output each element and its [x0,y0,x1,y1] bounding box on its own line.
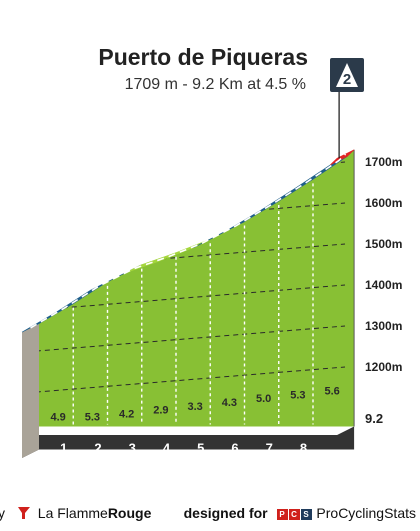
elevation-tick-label: 1700m [365,155,402,169]
km-marker: 4 [163,440,171,455]
gradient-label: 2.9 [153,405,168,417]
summit-marker: 2 [330,58,364,159]
elevation-gridline [39,325,346,355]
chart-labels: 1200m 1300m 1400m 1500m 1600m 1700m 4.9 5.3 4.2 2… [50,155,402,455]
flamme-rouge-flag-icon [17,507,30,519]
elevation-tick-label: 1500m [365,237,402,251]
km-marker: 6 [231,440,238,455]
gradient-strip-layer [21,149,355,333]
category-badge-number: 2 [343,71,351,88]
designed-for-text: designed for [183,505,268,521]
climb-stats: 1709 m - 9.2 Km at 4.5 % [124,76,306,93]
gradient-label: 3.3 [187,401,202,413]
by-text: y [0,505,5,521]
pcs-logo-s: S [300,509,312,520]
slope-face-layer [39,149,355,427]
pcs-logo-p: P [276,509,288,520]
km-marker: 5 [197,440,204,455]
gradient-label: 4.3 [222,397,237,409]
ground-band [22,426,355,458]
km-marker: 1 [60,440,67,455]
la-flamme-rouge-credit: y La FlammeRouge [0,505,151,521]
km-marker: 8 [300,440,307,455]
slope-face [39,149,355,427]
gradient-label: 5.6 [324,386,339,398]
climb-title: Puerto de Piqueras [98,44,308,70]
pcs-name: ProCyclingStats [316,505,416,521]
gradient-strip-segment [330,149,355,166]
gradient-label: 5.3 [290,389,305,401]
gradient-label: 4.2 [119,408,134,420]
elevation-tick-label: 1200m [365,360,402,374]
elevation-tick-label: 1600m [365,196,402,210]
base-wall [22,323,39,458]
brand-flamme: La Flamme [37,505,108,521]
ground-layer [22,323,355,458]
elevation-gridline [39,161,346,191]
km-marker: 2 [94,440,101,455]
km-marker: 7 [266,440,273,455]
elevation-tick-label: 1300m [365,319,402,333]
elevation-tick-label: 1400m [365,278,402,292]
final-distance-label: 9.2 [365,411,383,426]
brand-rouge: Rouge [107,505,152,521]
gradient-label: 5.3 [85,412,100,424]
gradient-label: 5.0 [256,393,271,405]
strip-centre-line [30,153,347,329]
gradient-label: 4.9 [50,412,65,424]
elevation-gridline [39,366,346,396]
category-badge-triangle [336,63,358,87]
pcs-logo-c: C [288,509,300,520]
km-marker: 3 [129,440,136,455]
